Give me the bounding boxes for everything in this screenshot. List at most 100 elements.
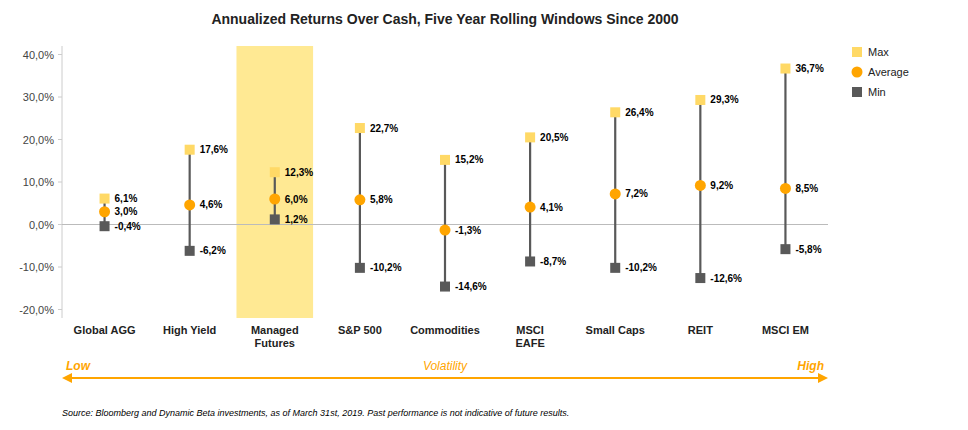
data-label: 6,1%	[115, 193, 138, 204]
marker-average	[184, 199, 195, 210]
y-tick-label: 20,0%	[23, 134, 54, 146]
x-tick-label: ManagedFutures	[251, 324, 299, 349]
source: Source: Bloomberg and Dynamic Beta inves…	[62, 408, 569, 418]
x-tick-label-line: MSCI	[516, 324, 544, 336]
x-tick-label: Commodities	[410, 324, 480, 336]
x-tick-label-line: Commodities	[410, 324, 480, 336]
legend-label: Min	[868, 86, 886, 98]
highlight-band	[236, 46, 313, 318]
data-label: 36,7%	[795, 63, 823, 74]
marker-max	[100, 194, 110, 204]
marker-average	[610, 188, 621, 199]
marker-max	[610, 107, 620, 117]
marker-min	[355, 263, 365, 273]
data-label: 4,6%	[200, 199, 223, 210]
x-tick-label: Small Caps	[586, 324, 645, 336]
data-label: 15,2%	[455, 154, 483, 165]
marks	[99, 64, 791, 292]
data-label: 8,5%	[795, 183, 818, 194]
marker-min	[185, 246, 195, 256]
data-label: -10,2%	[370, 262, 402, 273]
x-tick-label-line: REIT	[688, 324, 713, 336]
marker-max	[355, 123, 365, 133]
y-tick	[58, 309, 62, 310]
marker-min	[695, 273, 705, 283]
x-tick-label-line: Futures	[255, 337, 295, 349]
marker-min	[270, 214, 280, 224]
data-label: 9,2%	[710, 180, 733, 191]
x-tick-label-line: Global AGG	[74, 324, 136, 336]
y-tick	[58, 97, 62, 98]
volatility-arrow	[70, 377, 820, 379]
data-label: 26,4%	[625, 107, 653, 118]
annotation: Low	[66, 359, 91, 373]
data-label: -0,4%	[115, 221, 141, 232]
data-label: 29,3%	[710, 94, 738, 105]
data-label: 17,6%	[200, 144, 228, 155]
y-tick-label: 40,0%	[23, 49, 54, 61]
marker-average	[780, 183, 791, 194]
legend-label: Max	[868, 46, 889, 58]
marker-max	[185, 145, 195, 155]
data-label: 3,0%	[115, 206, 138, 217]
marker-min	[100, 221, 110, 231]
x-tick-label: Global AGG	[74, 324, 136, 336]
volatility-arrowhead	[62, 373, 72, 383]
legend-marker	[852, 67, 863, 78]
data-label: 1,2%	[285, 214, 308, 225]
marker-max	[440, 155, 450, 165]
marker-max	[695, 95, 705, 105]
data-label: 4,1%	[540, 202, 563, 213]
data-label: -1,3%	[455, 225, 481, 236]
legend-label: Average	[868, 66, 909, 78]
marker-min	[525, 256, 535, 266]
y-tick	[58, 224, 62, 225]
x-tick-label: REIT	[688, 324, 713, 336]
marker-average	[354, 194, 365, 205]
marker-average	[695, 180, 706, 191]
y-tick-label: 30,0%	[23, 91, 54, 103]
data-label: 7,2%	[625, 188, 648, 199]
x-tick-label-line: High Yield	[163, 324, 216, 336]
range-line	[784, 69, 786, 250]
chart: Annualized Returns Over Cash, Five Year …	[0, 0, 968, 430]
annotation: Volatility	[423, 359, 468, 373]
x-tick-label-line: Managed	[251, 324, 299, 336]
marker-min	[610, 263, 620, 273]
marker-max	[525, 132, 535, 142]
annotation: High	[797, 359, 824, 373]
marker-average	[269, 194, 280, 205]
data-label: 5,8%	[370, 194, 393, 205]
range-line	[529, 137, 531, 261]
y-tick	[58, 182, 62, 183]
range-line	[444, 160, 446, 287]
data-label: -5,8%	[795, 244, 821, 255]
x-tick-label: MSCIEAFE	[515, 324, 544, 349]
marker-average	[440, 225, 451, 236]
data-label: -14,6%	[455, 281, 487, 292]
x-tick-label-line: S&P 500	[338, 324, 382, 336]
marker-average	[525, 202, 536, 213]
marker-min	[780, 244, 790, 254]
marker-max	[270, 167, 280, 177]
data-label: -8,7%	[540, 256, 566, 267]
legend-marker	[852, 87, 862, 97]
marker-max	[780, 64, 790, 74]
volatility-arrowhead	[818, 373, 828, 383]
data-label: -12,6%	[710, 273, 742, 284]
marker-min	[440, 282, 450, 292]
data-label: 6,0%	[285, 194, 308, 205]
legend-marker	[852, 47, 862, 57]
y-tick	[58, 54, 62, 55]
y-tick-label: 0,0%	[29, 219, 54, 231]
data-label: 22,7%	[370, 123, 398, 134]
x-tick-label: MSCI EM	[762, 324, 809, 336]
x-tick-label-line: EAFE	[515, 337, 544, 349]
y-tick-label: 10,0%	[23, 176, 54, 188]
x-tick-label-line: MSCI EM	[762, 324, 809, 336]
title: Annualized Returns Over Cash, Five Year …	[211, 11, 678, 27]
y-tick-label: -10,0%	[19, 261, 54, 273]
y-tick-label: -20,0%	[19, 304, 54, 316]
y-tick	[58, 139, 62, 140]
x-tick-label: High Yield	[163, 324, 216, 336]
